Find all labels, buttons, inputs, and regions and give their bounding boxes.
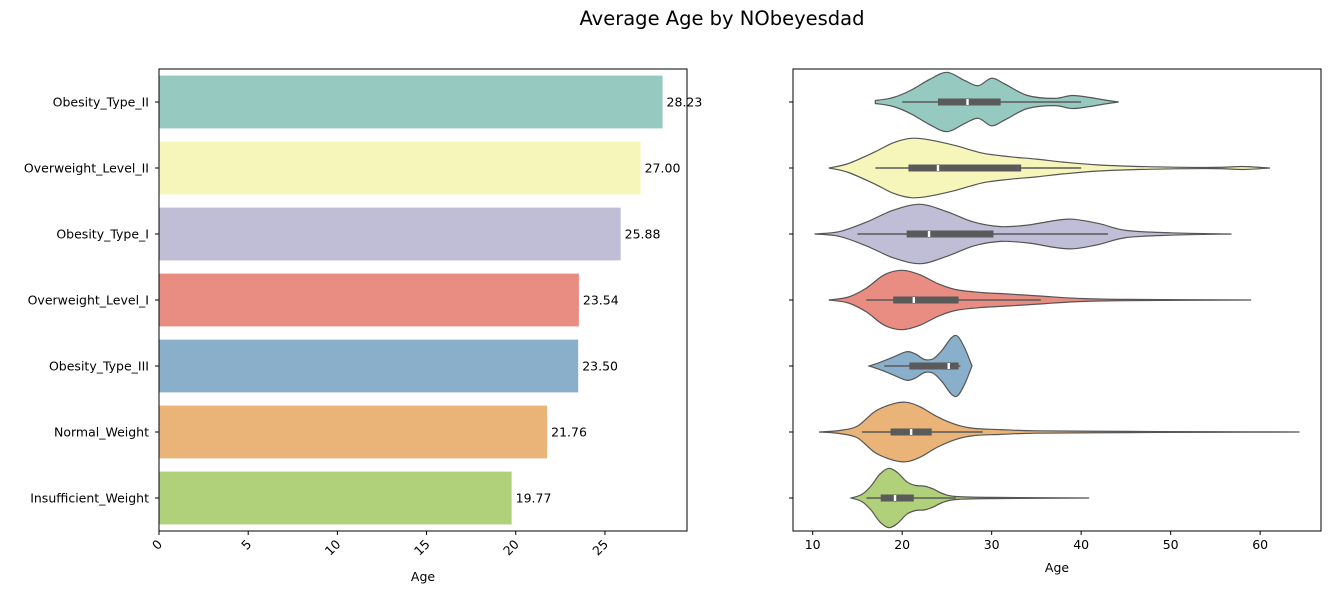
bar-value-label-insufficient-weight: 19.77 [516,491,552,506]
violin-y-ticks [789,101,793,499]
bar-value-label-overweight-level-ii: 27.00 [645,161,681,176]
violin-median-obesity-type-i [927,231,931,237]
bar-category-label-obesity-type-ii: Obesity_Type_II [53,95,149,110]
bar-x-tick-label: 5 [238,537,254,553]
bar-value-label-obesity-type-i: 25.88 [625,227,661,242]
violin-iqr-box-overweight-level-i [893,296,959,304]
violin-x-ticks: 10 20 30 40 50 60 [805,531,1268,552]
violin-median-insufficient-weight [893,495,897,501]
bar-x-tick-label: 0 [149,536,165,552]
bar-chart-panel: 28.23 27.00 25.88 23.54 23.50 21.76 19.77 0 5 10… [24,68,703,584]
violin-x-tick-label: 30 [984,537,1000,552]
bar-x-tick-label: 10 [322,536,344,558]
violin-iqr-box-obesity-type-ii [937,98,1001,106]
violin-median-obesity-type-iii [947,363,950,369]
violin-x-tick-label: 60 [1252,537,1268,552]
bar-category-label-obesity-type-i: Obesity_Type_I [56,227,149,242]
bar-category-label-insufficient-weight: Insufficient_Weight [30,491,149,506]
bar-value-label-obesity-type-iii: 23.50 [582,359,618,374]
violin-median-overweight-level-i [912,297,916,303]
bar-category-label-overweight-level-i: Overweight_Level_I [28,293,149,308]
bar-marks: 28.23 27.00 25.88 23.54 23.50 21.76 19.77 [159,75,703,525]
bar-category-label-normal-weight: Normal_Weight [54,425,149,440]
bar-obesity-type-i [159,207,621,261]
bar-overweight-level-i [159,273,579,327]
violin-x-tick-label: 20 [894,537,910,552]
bar-x-ticks: 0 5 10 15 20 25 [149,531,611,558]
bar-axes-frame [158,68,688,532]
violin-normal-weight [818,401,1300,463]
violin-x-tick-label: 10 [805,537,821,552]
bar-x-tick-label: 25 [589,537,611,559]
violin-marks [814,71,1300,529]
violin-x-tick-label: 50 [1163,537,1179,552]
bar-value-label-overweight-level-i: 23.54 [583,293,619,308]
bar-category-labels: Obesity_Type_II Overweight_Level_II Obesit… [24,95,159,506]
bar-x-tick-label: 15 [411,537,433,559]
violin-iqr-box-obesity-type-iii [909,362,959,370]
violin-median-overweight-level-ii [936,165,940,171]
violin-iqr-box-obesity-type-i [906,230,994,238]
bar-x-tick-label: 20 [500,536,522,558]
violin-iqr-box-insufficient-weight [880,494,914,502]
bar-obesity-type-ii [159,75,663,129]
violin-chart-panel: 10 20 30 40 50 60 Age [789,68,1322,575]
violin-median-obesity-type-ii [966,99,969,105]
violin-x-tick-label: 40 [1073,537,1089,552]
bar-overweight-level-ii [159,141,641,195]
violin-iqr-box-overweight-level-ii [908,164,1022,172]
bar-category-label-obesity-type-iii: Obesity_Type_III [49,359,149,374]
bar-category-label-overweight-level-ii: Overweight_Level_II [24,161,149,176]
bar-value-label-obesity-type-ii: 28.23 [667,95,703,110]
figure-title: Average Age by NObeyesdad [579,7,864,30]
bar-obesity-type-iii [159,339,579,393]
violin-median-normal-weight [909,429,913,435]
violin-insufficient-weight [849,467,1090,529]
bar-insufficient-weight [159,471,512,525]
violin-axes-frame [792,68,1322,532]
bar-x-axis-title: Age [411,569,435,584]
bar-normal-weight [159,405,548,459]
bar-value-label-normal-weight: 21.76 [551,425,587,440]
violin-x-axis-title: Age [1045,560,1069,575]
